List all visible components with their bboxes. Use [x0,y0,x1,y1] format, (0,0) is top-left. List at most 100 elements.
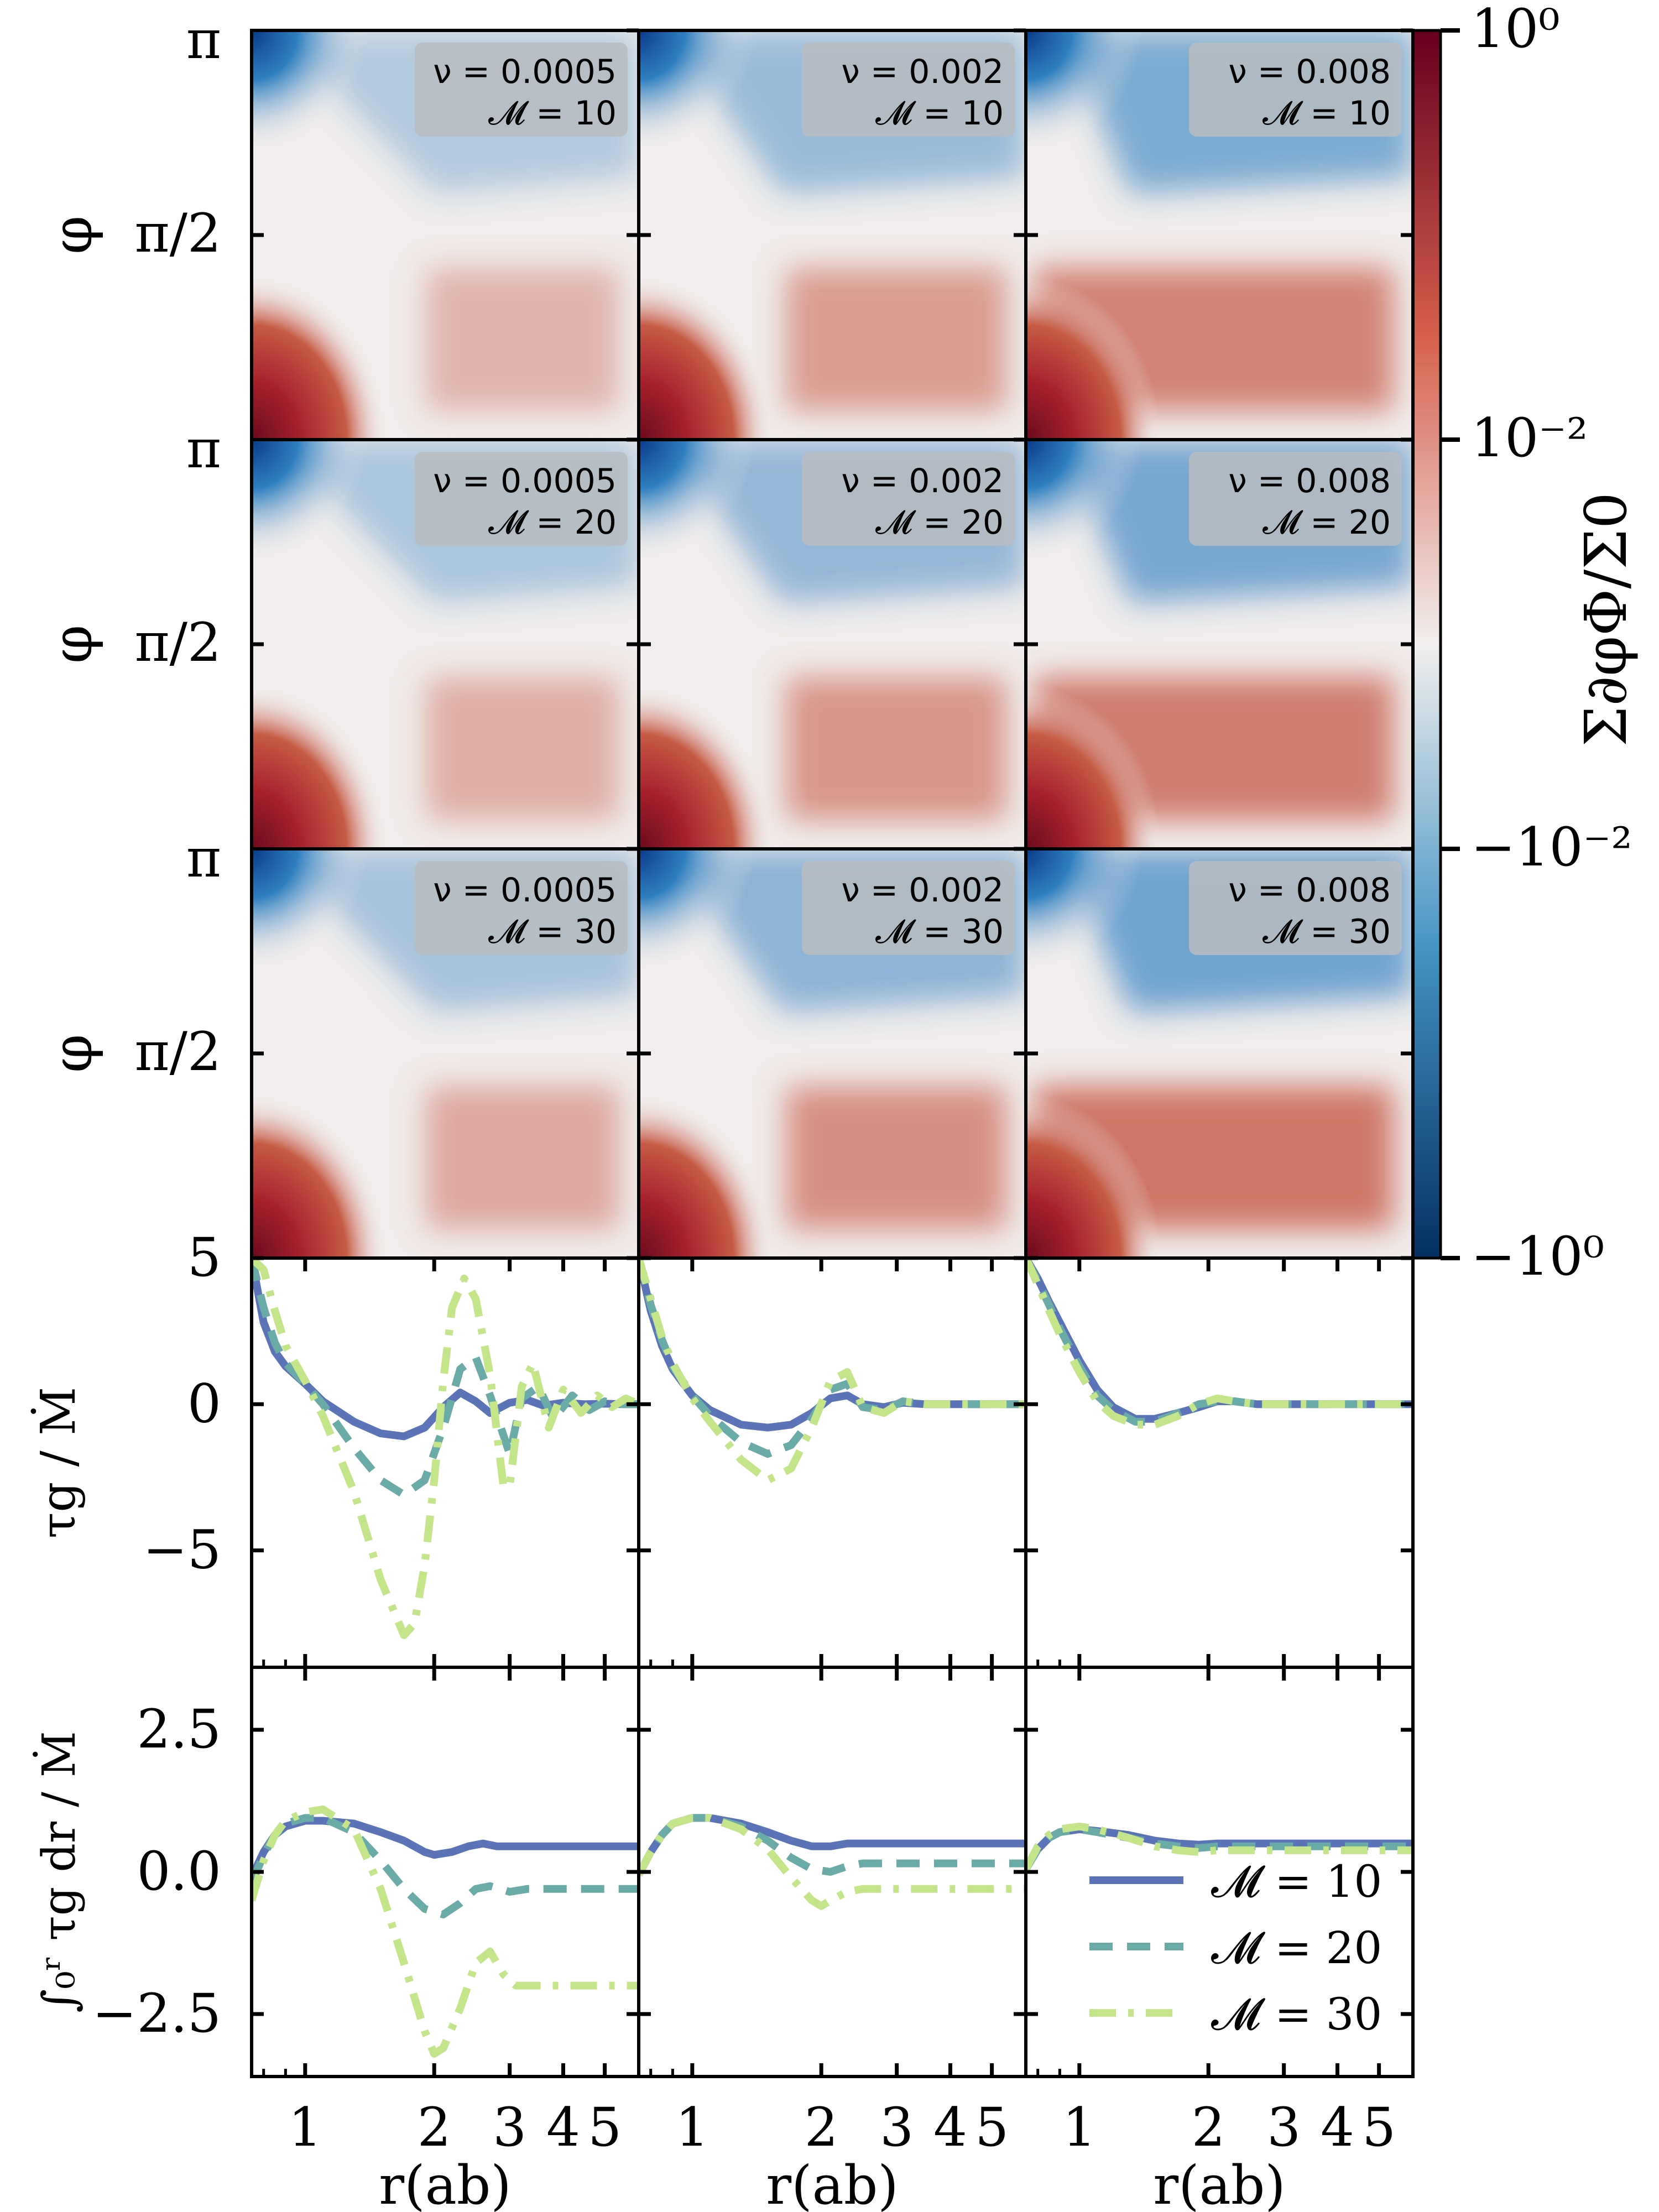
viscosity-label: ν = 0.002 [841,871,1004,910]
parameter-badge [415,861,628,955]
series-line [252,1814,639,1919]
mach-label: 𝓜 = 10 [488,94,617,133]
y-axis-label: τg / Ṁ [30,1387,86,1538]
positive-torque-band [426,677,619,821]
corner-blue-spot [639,849,755,972]
parameter-badge [1189,452,1402,546]
x-tick-label: 2 [805,2096,838,2158]
x-tick-label: 5 [975,2096,1009,2158]
line-panel [252,1258,639,1639]
y-tick-label: 0.0 [137,1840,221,1902]
line-panel [639,1258,1026,1484]
series-line [1026,1822,1413,1871]
series-line [252,1817,639,1880]
mach-label: 𝓜 = 30 [488,912,617,951]
line-panel-frame [250,1666,640,2078]
viscosity-label: ν = 0.008 [1228,53,1391,91]
mach-label: 𝓜 = 20 [488,503,617,542]
x-tick-label: 1 [675,2096,709,2158]
corner-red-spot [639,685,774,849]
corner-red-spot [1026,685,1161,849]
corner-blue-spot [639,30,755,153]
corner-red-spot [639,276,774,440]
line-panel-frame [637,1256,1027,1669]
phi-tick-label: π/2 [134,612,221,674]
x-tick-label: 4 [546,2096,580,2158]
phi-tick-label: π/2 [134,1021,221,1083]
corner-red-spot [1026,1094,1161,1258]
corner-blue-spot [252,849,368,972]
series-line [639,1814,1026,1877]
series-line [252,1258,639,1499]
y-tick-label: −5 [143,1519,221,1581]
x-tick-label: 3 [493,2096,526,2158]
colorbar-tick-label: 10⁰ [1471,0,1560,60]
series-line [1026,1258,1413,1423]
y-tick-label: 2.5 [137,1698,221,1760]
positive-torque-band [786,1086,1006,1230]
phi-tick-label: π [186,418,221,480]
x-tick-label: 2 [1192,2096,1225,2158]
series-line [252,1258,639,1639]
series-line [1026,1825,1413,1871]
line-panel-frame [1024,1256,1415,1669]
viscosity-label: ν = 0.0005 [433,53,617,91]
legend-label: 𝓜 = 30 [1211,1989,1382,2040]
corner-red-spot [639,1094,774,1258]
x-tick-label: 1 [1062,2096,1096,2158]
corner-red-spot [252,685,387,849]
positive-torque-band [426,268,619,411]
viscosity-label: ν = 0.002 [841,53,1004,91]
corner-red-spot [252,1094,387,1258]
mach-label: 𝓜 = 30 [875,912,1004,951]
x-tick-label: 2 [418,2096,451,2158]
x-tick-label: 4 [1321,2096,1354,2158]
corner-blue-spot [1026,849,1142,972]
viscosity-label: ν = 0.002 [841,462,1004,500]
corner-blue-spot [252,440,368,562]
legend-label: 𝓜 = 10 [1211,1856,1382,1907]
corner-blue-spot [1026,30,1142,153]
series-line [1026,1258,1413,1429]
x-tick-label: 3 [880,2096,914,2158]
mach-label: 𝓜 = 10 [1262,94,1391,133]
colorbar [1411,29,1442,1260]
axes-frames [250,28,1460,2078]
mach-label: 𝓜 = 20 [875,503,1004,542]
series-line [252,1805,639,2058]
x-tick-label: 4 [933,2096,967,2158]
line-panel [252,1805,639,2058]
colorbar-tick-label: 10⁻² [1471,407,1588,469]
phi-axis-label: φ [40,625,105,664]
mach-label: 𝓜 = 30 [1262,912,1391,951]
positive-torque-band [786,268,1006,411]
series-line [639,1258,1026,1484]
y-tick-label: 5 [187,1227,221,1288]
colorbar-tick-label: −10⁻² [1471,816,1632,878]
y-axis-label: ∫₀ʳ τg dr / Ṁ [33,1731,86,2012]
x-axis-label: r(ab) [379,2154,511,2212]
phi-tick-label: π [186,827,221,889]
phi-axis-label: φ [40,216,105,254]
positive-torque-band [786,677,1006,821]
viscosity-label: ν = 0.0005 [433,462,617,500]
parameter-badge [802,452,1015,546]
corner-blue-spot [252,30,368,153]
viscosity-label: ν = 0.008 [1228,871,1391,910]
corner-red-spot [252,276,387,440]
parameter-badge [802,43,1015,137]
parameter-badge [802,861,1015,955]
line-panels [252,1258,1413,2058]
corner-red-spot [1026,276,1161,440]
viscosity-label: ν = 0.0005 [433,871,617,910]
parameter-badge [1189,43,1402,137]
phi-tick-label: π/2 [134,202,221,264]
labels: 10⁰ 10⁻² −10⁻² −10⁰ Σ∂φΦ/Σ0 π π/2 φ π π/2 φ π π/2 φ 5 0… [30,0,1640,2212]
line-panel-frame [250,1256,640,1669]
corner-blue-spot [639,440,755,562]
series-line [639,1814,1026,1910]
viscosity-label: ν = 0.008 [1228,462,1391,500]
x-axis-label: r(ab) [766,2154,898,2212]
